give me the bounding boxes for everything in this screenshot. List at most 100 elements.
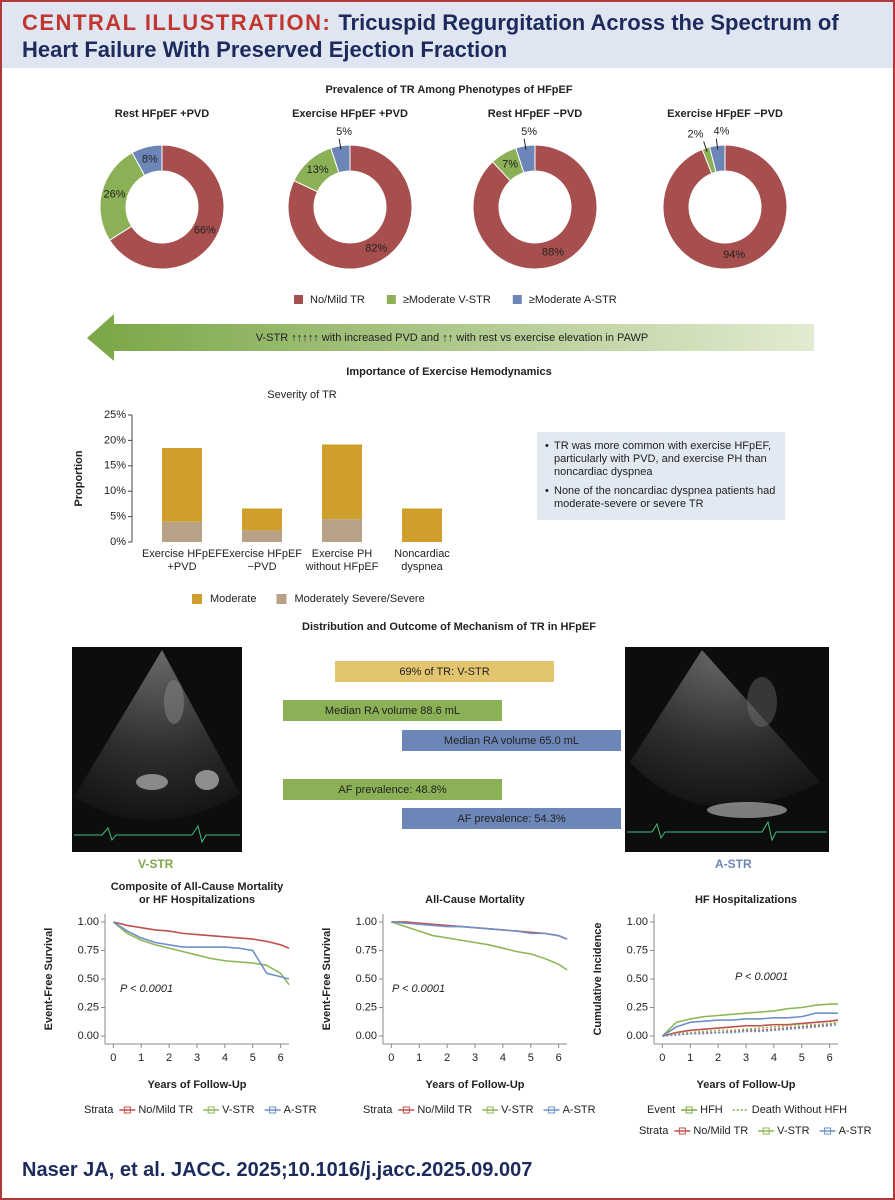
data-label: 26% <box>104 189 126 201</box>
data-label: 7% <box>502 159 518 171</box>
y-tick-label: 0.50 <box>356 973 377 985</box>
bar-segment <box>322 444 362 520</box>
data-label: 4% <box>714 126 730 138</box>
section-title: Importance of Exercise Hemodynamics <box>346 366 551 378</box>
data-label: 5% <box>336 126 352 138</box>
bar-segment <box>242 530 282 542</box>
x-tick-label: 3 <box>472 1052 478 1064</box>
arrow-text: V-STR ↑↑↑↑↑ with increased PVD and ↑↑ wi… <box>256 332 648 344</box>
trend-arrow <box>87 314 814 361</box>
x-tick-label: 1 <box>138 1052 144 1064</box>
legend-swatch <box>276 594 287 604</box>
chart-title: Composite of All-Cause Mortality or HF H… <box>110 881 284 906</box>
notes-box: TR was more common with exercise HFpEF, … <box>537 432 785 520</box>
x-tick-label: Exercise PH without HFpEF <box>305 548 379 573</box>
x-tick-label: Noncardiac dyspnea <box>394 548 450 573</box>
legend-label: A-STR <box>839 1125 872 1137</box>
bar-segment <box>322 519 362 542</box>
y-tick-label: 0.25 <box>356 1001 377 1013</box>
survival-line <box>662 1021 839 1037</box>
legend-label: V-STR <box>777 1125 809 1137</box>
data-label: 8% <box>142 153 158 165</box>
x-tick-label: 2 <box>444 1052 450 1064</box>
x-axis-label: Years of Follow-Up <box>696 1079 795 1091</box>
legend-title: Strata <box>84 1104 114 1116</box>
x-tick-label: 0 <box>388 1052 394 1064</box>
header-label: CENTRAL ILLUSTRATION: <box>22 10 332 35</box>
mechanism-bar <box>335 661 554 682</box>
mechanism-text: Median RA volume 65.0 mL <box>444 735 579 747</box>
y-tick-label: 0.00 <box>627 1030 648 1042</box>
echo-label: V-STR <box>138 857 174 871</box>
bar-segment <box>402 508 442 542</box>
data-label: 66% <box>194 225 216 237</box>
survival-line <box>112 921 290 980</box>
x-tick-label: 1 <box>416 1052 422 1064</box>
data-label: 5% <box>521 126 537 138</box>
x-tick-label: 4 <box>222 1052 228 1064</box>
x-axis-label: Years of Follow-Up <box>147 1079 246 1091</box>
legend-box <box>207 1106 215 1114</box>
y-tick-label: 0.25 <box>78 1001 99 1013</box>
echo-image-left <box>72 647 242 852</box>
mechanism-text: Median RA volume 88.6 mL <box>325 705 460 717</box>
survival-line <box>113 921 290 949</box>
legend-box <box>548 1106 556 1114</box>
bar-segment <box>162 521 202 542</box>
leader-line <box>715 138 719 150</box>
survival-line <box>661 1012 838 1037</box>
legend-box <box>824 1127 832 1135</box>
mechanism-text: 69% of TR: V-STR <box>399 666 489 678</box>
echo-image-right <box>625 647 829 852</box>
y-axis-label: Cumulative Incidence <box>592 922 604 1035</box>
y-axis-label: Event-Free Survival <box>321 928 333 1031</box>
pie-slice <box>330 144 351 174</box>
y-tick-label: 0.75 <box>627 944 648 956</box>
y-tick-label: 1.00 <box>356 916 377 928</box>
x-tick-label: 6 <box>827 1052 833 1064</box>
pie-slice <box>472 144 598 270</box>
legend-label: V-STR <box>222 1104 254 1116</box>
section-title: Prevalence of TR Among Phenotypes of HFp… <box>325 84 572 96</box>
section-title: Distribution and Outcome of Mechanism of… <box>302 621 596 633</box>
x-tick-label: 4 <box>500 1052 506 1064</box>
mechanism-text: AF prevalence: 54.3% <box>457 813 565 825</box>
legend-box <box>402 1106 410 1114</box>
x-tick-label: 5 <box>799 1052 805 1064</box>
header: CENTRAL ILLUSTRATION: Tricuspid Regurgita… <box>2 2 893 68</box>
pie-title: Rest HFpEF +PVD <box>115 108 209 120</box>
legend-label: V-STR <box>501 1104 533 1116</box>
chart-title: Severity of TR <box>267 389 337 401</box>
legend-label: Death Without HFH <box>752 1104 847 1116</box>
annotation: P < 0.0001 <box>392 983 445 995</box>
y-tick-label: 25% <box>104 409 126 421</box>
y-tick-label: 1.00 <box>627 916 648 928</box>
legend-label: A-STR <box>563 1104 596 1116</box>
legend-label: ≥Moderate V-STR <box>403 294 491 306</box>
x-tick-label: 3 <box>194 1052 200 1064</box>
legend-swatch <box>294 295 303 304</box>
x-tick-label: Exercise HFpEF −PVD <box>221 548 303 573</box>
legend-title: Strata <box>639 1125 669 1137</box>
header-title: Tricuspid Regurgitation Across the Spect… <box>22 10 839 62</box>
y-tick-label: 20% <box>104 434 126 446</box>
bar-segment <box>242 508 282 531</box>
bar-segment <box>162 448 202 522</box>
pie-slice <box>131 144 163 177</box>
y-tick-label: 0.00 <box>356 1030 377 1042</box>
x-axis-label: Years of Follow-Up <box>425 1079 524 1091</box>
mechanism-bar <box>283 700 502 721</box>
mechanism-bar <box>283 779 502 800</box>
legend-label: No/Mild TR <box>138 1104 193 1116</box>
x-tick-label: 5 <box>528 1052 534 1064</box>
x-tick-label: 0 <box>659 1052 665 1064</box>
y-tick-label: 0.00 <box>78 1030 99 1042</box>
y-tick-label: 0.75 <box>78 944 99 956</box>
x-tick-label: 6 <box>278 1052 284 1064</box>
x-tick-label: 4 <box>771 1052 777 1064</box>
x-tick-label: 1 <box>687 1052 693 1064</box>
survival-line <box>391 921 568 940</box>
legend-box <box>762 1127 770 1135</box>
citation: Naser JA, et al. JACC. 2025;10.1016/j.ja… <box>22 1159 533 1181</box>
